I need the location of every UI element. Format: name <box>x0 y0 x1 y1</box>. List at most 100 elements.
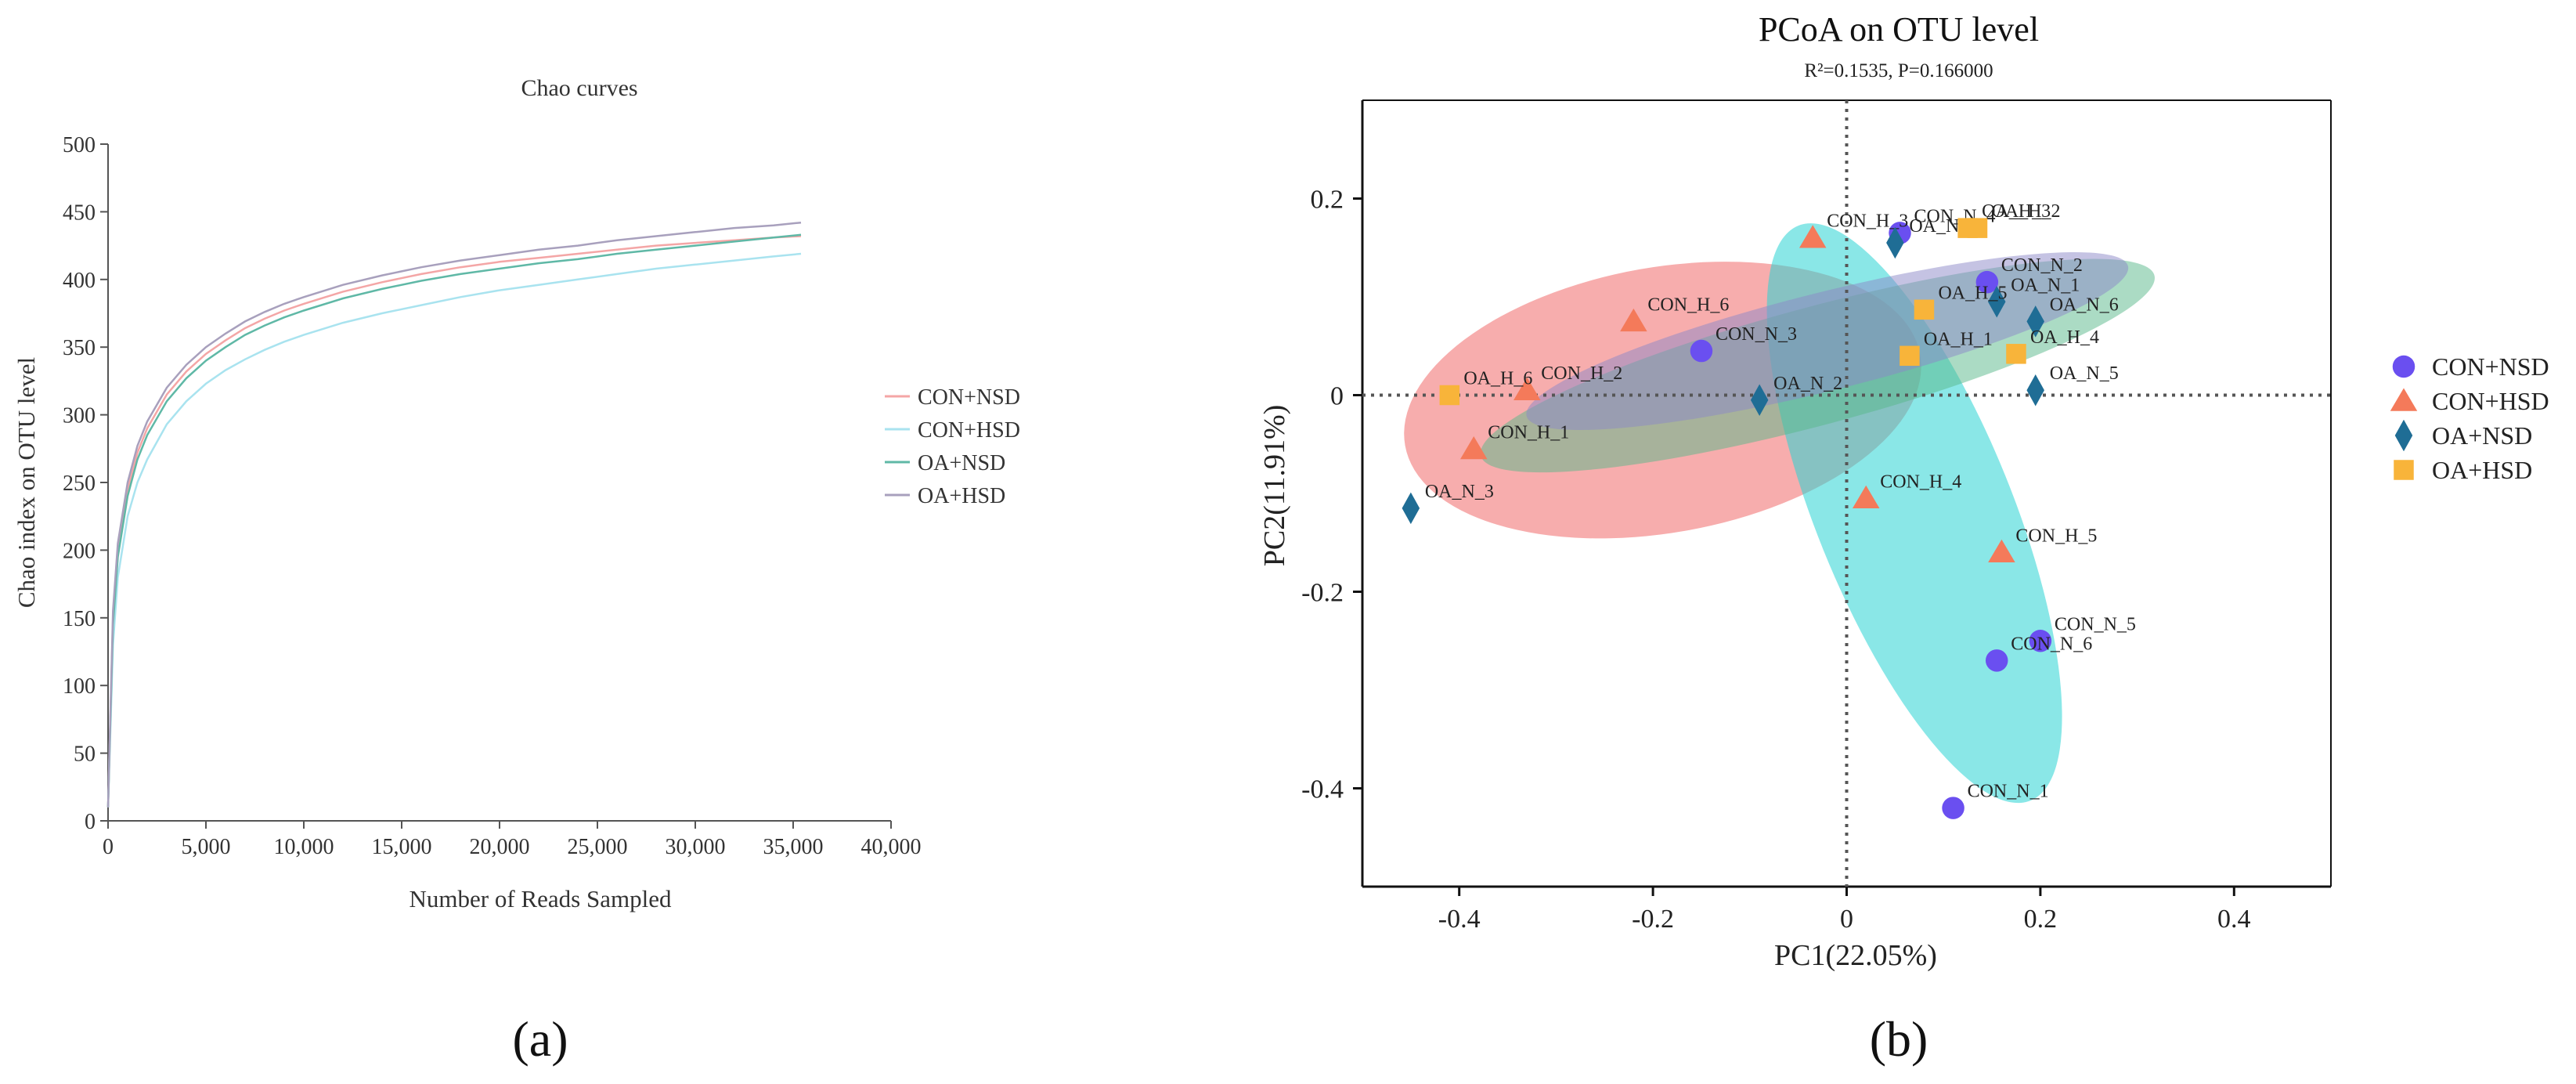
pcoa-point-marker <box>1900 345 1920 367</box>
chao-series-oa-nsd <box>106 233 802 808</box>
pcoa-title: PCoA on OTU level <box>1759 10 2039 49</box>
pcoa-point-marker <box>1439 385 1460 406</box>
pcoa-x-tick-label: -0.4 <box>1438 905 1481 934</box>
pcoa-point-label: CON_N_1 <box>1968 782 2049 802</box>
chao-y-tick-label: 150 <box>63 607 96 631</box>
pcoa-point-marker <box>1975 270 1999 294</box>
chao-y-tick-label: 400 <box>63 269 96 293</box>
chao-x-tick-label: 30,000 <box>666 835 726 859</box>
chao-x-tick-label: 0 <box>103 835 114 859</box>
chao-y-ticks: 0 50 100 150 200 250 300 350 400 450 500 <box>63 133 108 834</box>
pcoa-point-label: CON_N_2 <box>2001 255 2083 276</box>
pcoa-x-tick-label: 0 <box>1840 905 1853 934</box>
chao-x-tick-label: 15,000 <box>372 835 432 859</box>
pcoa-point-label: CON_H_3 <box>1827 211 1908 232</box>
pcoa-point-label: CON_H_2 <box>1541 363 1622 384</box>
pcoa-y-ticks: -0.4 -0.2 0 0.2 <box>1301 186 1362 804</box>
chao-chart: Chao curves 0 50 100 150 200 250 300 350 400 450 5… <box>13 75 1020 1067</box>
pcoa-point-marker <box>1852 485 1880 509</box>
pcoa-legend-marker <box>2390 388 2418 411</box>
pcoa-ellipse-oa-hsd <box>1526 251 2129 430</box>
pcoa-point-label: CON_N_6 <box>2011 634 2092 654</box>
pcoa-point-label: CON_N_3 <box>1716 324 1797 345</box>
pcoa-point-marker <box>1957 218 1978 238</box>
panel-label-b: (b) <box>1870 1011 1928 1067</box>
pcoa-point-marker <box>2026 374 2044 406</box>
pcoa-point-marker <box>2029 630 2052 652</box>
chao-y-tick-label: 250 <box>63 472 96 496</box>
pcoa-point-marker <box>1886 226 1904 259</box>
pcoa-x-ticks: -0.4 -0.2 0 0.2 0.4 <box>1438 887 2251 934</box>
chao-series-oa-hsd <box>106 221 802 808</box>
pcoa-x-axis-label: PC1(22.05%) <box>1774 939 1937 972</box>
pcoa-points: CON_N_1CON_N_2CON_N_3CON_N_4CON_N_5CON_N… <box>1402 201 2136 819</box>
pcoa-point-label: OA_H_5 <box>1938 283 2007 303</box>
pcoa-point-marker <box>1402 492 1420 525</box>
pcoa-point-marker <box>1988 539 2015 563</box>
pcoa-point-marker <box>1513 377 1541 400</box>
pcoa-x-tick-label: 0.2 <box>2024 905 2058 934</box>
chao-legend-label: OA+HSD <box>918 484 1005 508</box>
pcoa-legend-label: OA+HSD <box>2432 456 2532 484</box>
chao-series-con-nsd <box>106 235 802 808</box>
pcoa-point-label: OA_N_6 <box>2050 294 2119 315</box>
pcoa-point-label: OA_H_6 <box>1463 369 1532 389</box>
pcoa-legend-label: CON+NSD <box>2432 352 2549 381</box>
pcoa-point-label: OA_H_2 <box>1991 201 2060 222</box>
pcoa-point-label: CON_N_5 <box>2055 614 2136 634</box>
chao-legend: CON+NSD CON+HSD OA+NSD OA+HSD <box>885 385 1020 508</box>
pcoa-point-marker <box>1460 436 1488 460</box>
pcoa-point-label: OA_N_3 <box>1425 482 1494 502</box>
pcoa-point-label: OA_N_2 <box>1773 374 1842 394</box>
chao-title: Chao curves <box>521 75 637 101</box>
pcoa-x-tick-label: -0.2 <box>1632 905 1674 934</box>
chao-y-tick-label: 350 <box>63 336 96 360</box>
pcoa-point-marker <box>1987 286 2006 318</box>
chao-y-tick-label: 100 <box>63 674 96 699</box>
pcoa-y-tick-label: 0.2 <box>1311 186 1344 215</box>
pcoa-point-marker <box>1750 384 1769 417</box>
pcoa-legend-marker <box>2392 355 2415 378</box>
pcoa-point-marker <box>1914 299 1935 320</box>
chao-legend-label: CON+HSD <box>918 418 1020 443</box>
chao-x-tick-label: 5,000 <box>182 835 231 859</box>
pcoa-legend-marker <box>2394 460 2414 480</box>
pcoa-point-marker <box>1690 339 1713 363</box>
chao-x-ticks: 0 5,000 10,000 15,000 20,000 25,000 30,000 35,0… <box>103 821 922 859</box>
chao-legend-label: OA+NSD <box>918 451 1005 475</box>
panel-label-a: (a) <box>512 1011 568 1067</box>
pcoa-y-tick-label: -0.4 <box>1301 775 1344 804</box>
pcoa-point-label: CON_H_1 <box>1488 423 1569 443</box>
chao-x-tick-label: 10,000 <box>274 835 334 859</box>
chao-x-tick-label: 40,000 <box>861 835 922 859</box>
pcoa-legend: CON+NSD CON+HSD OA+NSD OA+HSD <box>2390 352 2549 484</box>
pcoa-point-label: OA_H_4 <box>2030 327 2099 348</box>
chao-y-tick-label: 200 <box>63 539 96 563</box>
pcoa-point-label: OA_H_3 <box>1982 201 2051 222</box>
pcoa-point-marker <box>1942 797 1964 819</box>
pcoa-point-label: CON_H_4 <box>1880 472 1961 492</box>
pcoa-y-tick-label: -0.2 <box>1301 579 1344 608</box>
chao-y-tick-label: 50 <box>74 743 96 767</box>
pcoa-point-label: CON_H_5 <box>2015 526 2097 546</box>
pcoa-point-marker <box>2006 344 2026 364</box>
pcoa-legend-label: CON+HSD <box>2432 387 2549 415</box>
chao-y-tick-label: 500 <box>63 133 96 157</box>
chao-legend-label: CON+NSD <box>918 385 1020 410</box>
pcoa-point-label: OA_N_5 <box>2050 363 2119 384</box>
pcoa-point-label: CON_H_6 <box>1647 294 1729 315</box>
pcoa-x-tick-label: 0.4 <box>2217 905 2251 934</box>
pcoa-point-marker <box>2026 305 2044 338</box>
pcoa-point-marker <box>1799 225 1827 248</box>
chao-x-tick-label: 20,000 <box>470 835 530 859</box>
chao-y-tick-label: 450 <box>63 201 96 225</box>
pcoa-point-label: OA_N_1 <box>2011 275 2080 295</box>
pcoa-y-axis-label: PC2(11.91%) <box>1258 405 1291 567</box>
chao-series-lines <box>106 221 802 808</box>
chao-y-tick-label: 0 <box>85 810 96 834</box>
chao-series-con-hsd <box>106 252 802 808</box>
pcoa-legend-label: OA+NSD <box>2432 421 2532 450</box>
chao-x-tick-label: 35,000 <box>763 835 824 859</box>
pcoa-chart: PCoA on OTU level R²=0.1535, P=0.166000 … <box>1258 10 2549 1067</box>
